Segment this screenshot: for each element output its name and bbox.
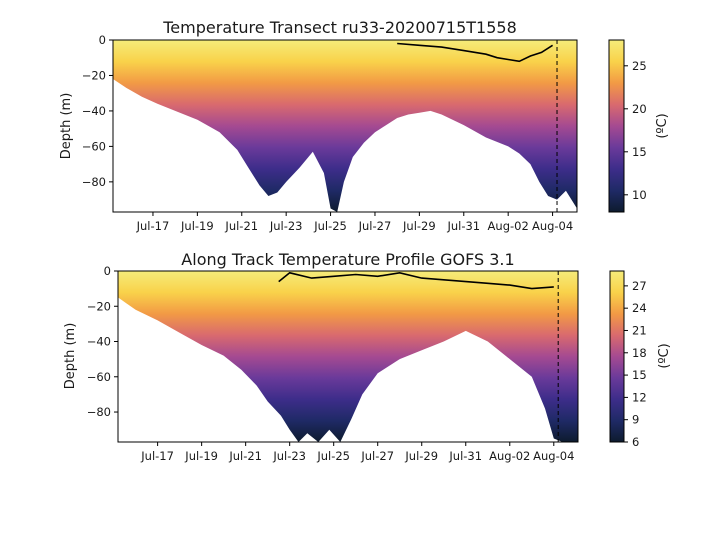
temperature-field: [118, 271, 578, 442]
x-tick-label: Jul-25: [316, 449, 350, 463]
x-tick-label: Jul-29: [404, 449, 438, 463]
x-tick-label: Jul-23: [272, 449, 306, 463]
panel-1-heatmap: [113, 40, 577, 212]
y-tick-label: −40: [82, 104, 106, 118]
panel-2-overlays: [278, 271, 559, 442]
panel-1-y-axis: 0 −20 −40 −60 −80: [82, 33, 113, 189]
panel-1-plot-area: [112, 39, 578, 213]
panel-2-colorbar-bar: [610, 271, 624, 442]
temperature-field: [113, 40, 577, 212]
colorbar-tick-label: 9: [632, 413, 639, 427]
panel-2-x-axis: Jul-17 Jul-19 Jul-21 Jul-23 Jul-25 Jul-27 Jul-…: [140, 442, 574, 463]
panel-2: Along Track Temperature Profile GOFS 3.1…: [63, 250, 672, 463]
x-tick-label: Jul-25: [313, 219, 347, 233]
x-tick-label: Jul-27: [358, 219, 392, 233]
colorbar-tick-label: 20: [632, 102, 647, 116]
panel-2-heatmap: [118, 271, 578, 442]
panel-1-frame: [112, 39, 578, 213]
x-tick-label: Jul-17: [140, 449, 174, 463]
panel-1-x-axis: Jul-17 Jul-19 Jul-21 Jul-23 Jul-25 Jul-27 Jul-…: [136, 212, 573, 233]
panel-2-frame: [117, 270, 579, 443]
y-tick-label: −80: [82, 175, 106, 189]
x-tick-label: Jul-31: [446, 219, 480, 233]
x-tick-label: Jul-27: [360, 449, 394, 463]
mixed-layer-line: [397, 42, 554, 63]
panel-2-colorbar: 6 9 12 15 18 21 24 27 (ºC): [609, 270, 672, 449]
panel-1: Temperature Transect ru33-20200715T1558 …: [59, 18, 670, 233]
colorbar-tick-label: 15: [632, 368, 647, 382]
colorbar-tick-label: 12: [632, 390, 647, 404]
x-tick-label: Jul-29: [402, 219, 436, 233]
colorbar-tick-label: 15: [632, 145, 647, 159]
x-tick-label: Aug-04: [532, 219, 573, 233]
x-tick-label: Jul-21: [228, 449, 262, 463]
y-tick-label: 0: [99, 33, 106, 47]
y-tick-label: −80: [87, 405, 111, 419]
colorbar-tick-label: 27: [632, 279, 647, 293]
y-tick-label: −40: [87, 335, 111, 349]
panel-2-colorbar-ticks: 6 9 12 15 18 21 24 27: [624, 279, 647, 449]
panel-2-title: Along Track Temperature Profile GOFS 3.1: [181, 250, 514, 269]
panel-2-y-axis: 0 −20 −40 −60 −80: [87, 264, 118, 419]
y-tick-label: −20: [87, 299, 111, 313]
colorbar-tick-label: 6: [632, 435, 639, 449]
panel-1-overlays: [397, 40, 558, 212]
colorbar-tick-label: 21: [632, 323, 647, 337]
colorbar-tick-label: 25: [632, 59, 647, 73]
x-tick-label: Aug-02: [489, 449, 530, 463]
panel-2-colorbar-label: (ºC): [657, 343, 672, 368]
x-tick-label: Jul-23: [269, 219, 303, 233]
panel-2-ylabel: Depth (m): [63, 323, 78, 390]
y-tick-label: 0: [104, 264, 111, 278]
panel-1-ylabel: Depth (m): [59, 93, 74, 160]
colorbar-tick-label: 10: [632, 188, 647, 202]
panel-1-colorbar-bar: [609, 40, 624, 212]
y-tick-label: −60: [82, 139, 106, 153]
mixed-layer-line: [278, 271, 554, 290]
y-tick-label: −20: [82, 68, 106, 82]
x-tick-label: Jul-31: [448, 449, 482, 463]
x-tick-label: Jul-17: [136, 219, 170, 233]
colorbar-tick-label: 24: [632, 301, 647, 315]
x-tick-label: Jul-21: [224, 219, 258, 233]
panel-1-colorbar-ticks: 10 15 20 25: [624, 59, 647, 202]
x-tick-label: Jul-19: [184, 449, 218, 463]
panel-1-colorbar: 10 15 20 25 (ºC): [608, 39, 670, 213]
y-tick-label: −60: [87, 370, 111, 384]
panel-1-title: Temperature Transect ru33-20200715T1558: [162, 18, 517, 37]
x-tick-label: Aug-04: [533, 449, 574, 463]
panel-2-plot-area: [117, 270, 579, 443]
x-tick-label: Jul-19: [180, 219, 214, 233]
panel-1-colorbar-label: (ºC): [655, 113, 670, 138]
x-tick-label: Aug-02: [488, 219, 529, 233]
colorbar-tick-label: 18: [632, 346, 647, 360]
